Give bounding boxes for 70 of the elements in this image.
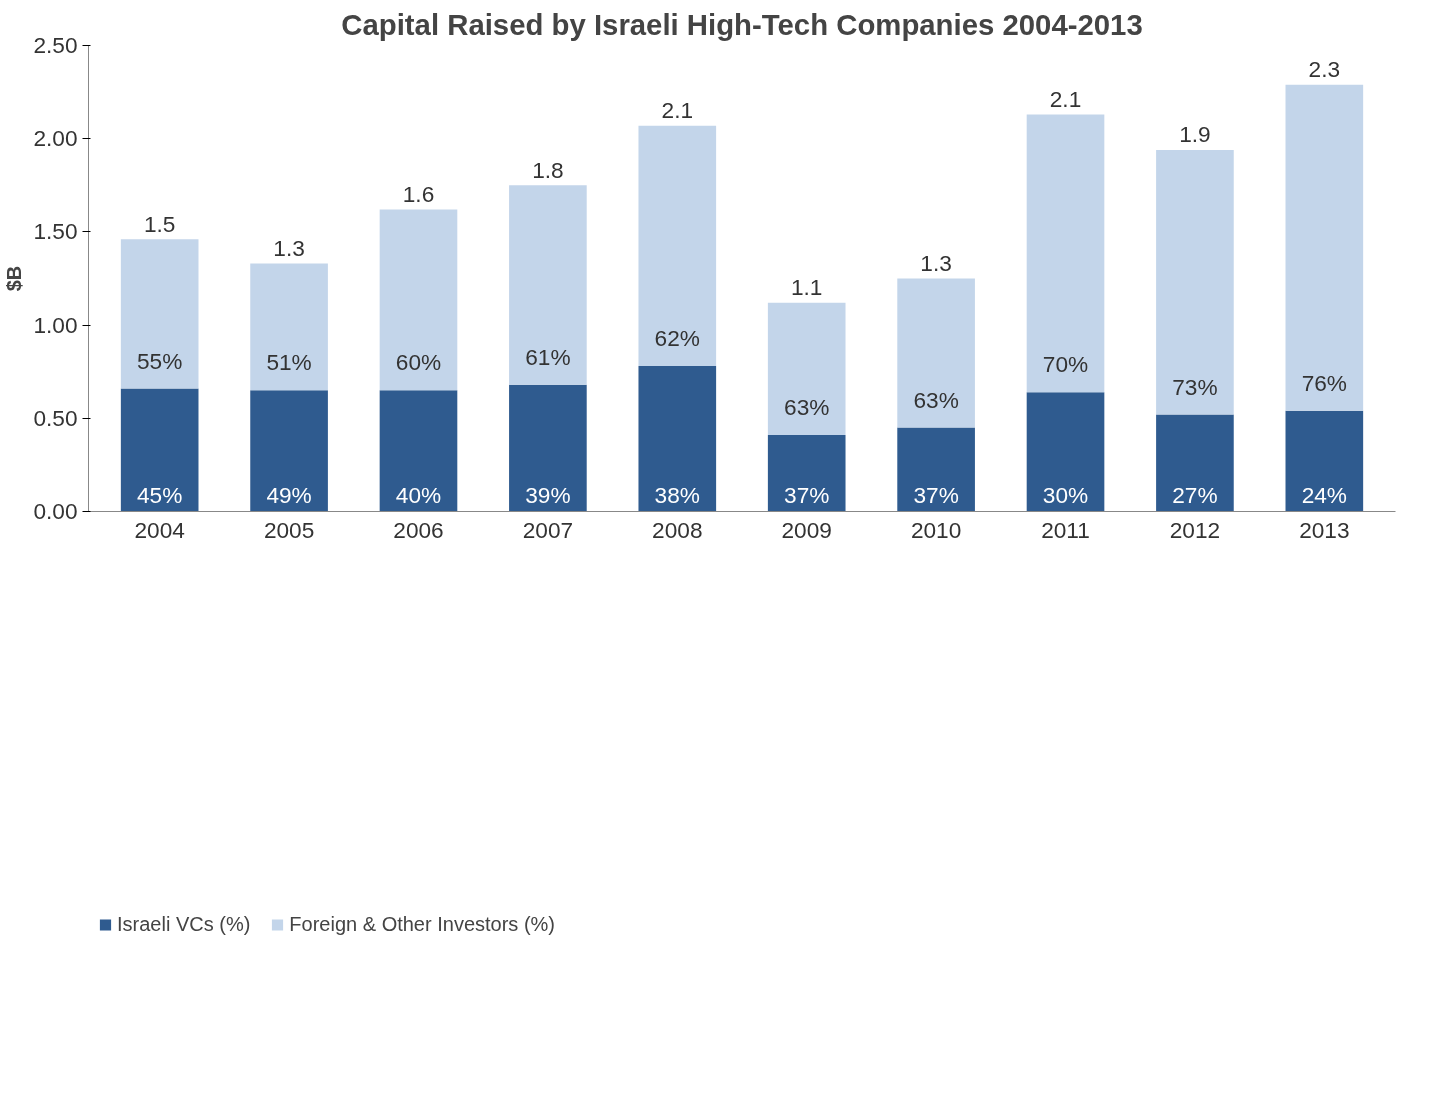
total-label: 2.3 bbox=[1308, 56, 1341, 83]
total-label: 1.3 bbox=[920, 250, 952, 277]
bar bbox=[767, 302, 846, 436]
bar bbox=[638, 366, 717, 512]
annotation: 61% bbox=[525, 343, 571, 370]
annotation: 70% bbox=[1042, 351, 1089, 378]
bar bbox=[1285, 84, 1364, 411]
total-label: 1.6 bbox=[402, 181, 435, 208]
x-tick-label: 2009 bbox=[781, 516, 832, 543]
x-tick-label: 2010 bbox=[910, 516, 962, 543]
bar bbox=[1156, 414, 1234, 512]
total-label: 1.1 bbox=[790, 274, 823, 301]
annotation: 37% bbox=[913, 481, 959, 508]
x-tick-label: 2005 bbox=[263, 516, 315, 543]
total-label: 2.1 bbox=[661, 97, 694, 124]
annotation: 45% bbox=[137, 481, 183, 508]
x-tick-label: 2004 bbox=[134, 516, 185, 543]
annotation: 37% bbox=[784, 481, 830, 508]
bar bbox=[120, 388, 199, 512]
total-label: 2.1 bbox=[1049, 86, 1082, 113]
bar bbox=[509, 384, 587, 512]
annotation: 39% bbox=[525, 481, 571, 508]
y-tick-label: 1.00 bbox=[33, 311, 78, 338]
bar bbox=[897, 427, 975, 512]
bar bbox=[897, 278, 975, 428]
annotation: 24% bbox=[1301, 481, 1348, 508]
bar bbox=[767, 435, 846, 512]
x-tick-label: 2006 bbox=[393, 516, 444, 543]
annotation: 60% bbox=[395, 349, 442, 376]
x-tick-label: 2008 bbox=[652, 516, 703, 543]
bar bbox=[250, 263, 328, 391]
y-tick-label: 0.00 bbox=[33, 498, 78, 524]
y-tick-label: 2.50 bbox=[33, 32, 78, 58]
y-axis-title: $B bbox=[3, 265, 26, 292]
bar bbox=[1285, 410, 1364, 512]
total-label: 1.9 bbox=[1179, 121, 1211, 148]
annotation: 40% bbox=[395, 481, 442, 508]
annotation: 51% bbox=[266, 349, 312, 376]
x-tick-label: 2007 bbox=[522, 516, 574, 543]
total-label: 1.5 bbox=[143, 210, 176, 237]
annotation: 73% bbox=[1172, 373, 1218, 400]
annotation: 55% bbox=[137, 347, 183, 374]
bar bbox=[250, 390, 328, 512]
x-tick-label: 2013 bbox=[1299, 516, 1350, 543]
annotation: 62% bbox=[654, 325, 700, 352]
annotation: 38% bbox=[654, 481, 700, 508]
annotation: 30% bbox=[1042, 481, 1089, 508]
bar bbox=[120, 239, 199, 389]
bar bbox=[379, 209, 458, 391]
annotation: 49% bbox=[266, 481, 312, 508]
legend-label: Israeli VCs (%) bbox=[117, 912, 251, 936]
annotation: 27% bbox=[1172, 481, 1218, 508]
annotation: 63% bbox=[784, 394, 830, 421]
total-label: 1.3 bbox=[273, 235, 305, 262]
x-tick-label: 2011 bbox=[1041, 516, 1090, 543]
y-tick-label: 2.00 bbox=[33, 125, 78, 152]
y-tick-label: 1.50 bbox=[33, 218, 78, 245]
legend-label: Foreign & Other Investors (%) bbox=[289, 912, 556, 936]
bar bbox=[638, 125, 717, 367]
total-label: 1.8 bbox=[532, 156, 564, 183]
x-tick-label: 2012 bbox=[1169, 516, 1221, 543]
annotation: 76% bbox=[1301, 369, 1348, 396]
chart-title: Capital Raised by Israeli High-Tech Companies 2004-2013 bbox=[341, 7, 1143, 41]
bar bbox=[1026, 392, 1105, 512]
y-tick-label: 0.50 bbox=[33, 404, 78, 431]
annotation: 63% bbox=[913, 386, 959, 413]
bar bbox=[1156, 149, 1234, 415]
bar bbox=[1026, 114, 1105, 393]
bar bbox=[379, 390, 458, 512]
bar bbox=[509, 185, 587, 385]
